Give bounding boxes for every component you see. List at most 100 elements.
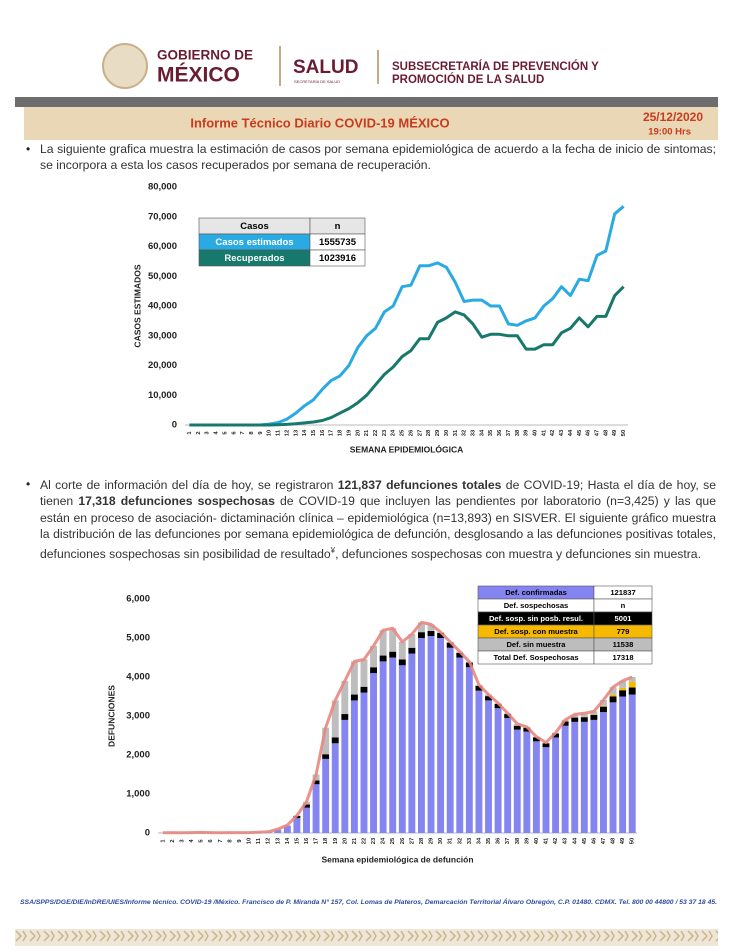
- x-tick-label: 24: [391, 429, 397, 436]
- y-tick-label: 4,000: [126, 672, 150, 683]
- bar-segment: [283, 825, 291, 833]
- x-tick-label: 18: [323, 837, 329, 844]
- text-run: 17,318 defunciones sospechosas: [78, 494, 275, 509]
- table-cell-text: Total Def. Sospechosas: [493, 653, 578, 662]
- bar-segment: [341, 680, 349, 715]
- y-tick-label: 6,000: [126, 594, 150, 605]
- bar-segment: [379, 630, 387, 656]
- bar-segment: [485, 696, 492, 701]
- bar-segment: [456, 652, 464, 658]
- bar-segment: [561, 725, 569, 833]
- text-run: La siguiente grafica muestra la estimaci…: [40, 142, 716, 172]
- table-cell-text: Def. sin muestra: [506, 640, 566, 649]
- salud-sub: SECRETARÍA DE SALUD: [294, 79, 340, 84]
- x-tick-label: 25: [400, 429, 406, 436]
- bar-segment: [437, 638, 445, 833]
- gov-line2: MÉXICO: [157, 64, 240, 87]
- x-tick-label: 44: [572, 837, 578, 844]
- bar-segment: [628, 694, 636, 833]
- bar-segment: [322, 758, 330, 833]
- bar-segment: [600, 706, 607, 713]
- decorative-strip: [15, 929, 718, 946]
- bar-segment: [446, 642, 454, 648]
- x-tick-label: 17: [329, 430, 335, 436]
- bar-segment: [619, 687, 627, 691]
- y-tick-label: 3,000: [126, 711, 150, 722]
- bar-segment: [571, 717, 579, 722]
- y-tick-label: 0: [145, 828, 150, 839]
- x-tick-label: 9: [237, 839, 243, 843]
- x-tick-label: 30: [438, 838, 444, 844]
- bar-segment: [504, 717, 512, 833]
- x-tick-label: 1: [187, 431, 193, 435]
- x-tick-label: 21: [364, 429, 370, 436]
- bar-segment: [370, 673, 377, 833]
- bar-segment: [600, 700, 607, 706]
- x-tick-label: 6: [231, 431, 237, 435]
- bar-segment: [293, 818, 301, 833]
- x-tick-label: 12: [284, 430, 290, 436]
- bar-segment: [580, 713, 588, 718]
- bar-segment: [590, 714, 598, 720]
- bar-segment: [350, 700, 358, 833]
- x-tick-label: 42: [550, 430, 556, 436]
- bullet: •: [26, 142, 31, 156]
- x-tick-label: 10: [247, 838, 253, 844]
- table-cell-text: Casos estimados: [215, 237, 293, 248]
- x-tick-label: 20: [342, 838, 348, 844]
- report-time: 19:00 Hrs: [648, 127, 691, 138]
- emblem: [102, 43, 148, 89]
- bar-segment: [379, 661, 387, 833]
- table-cell-text: Def. sosp. sin posb. resul.: [489, 614, 583, 623]
- bar-segment: [523, 731, 531, 833]
- bar-segment: [475, 685, 483, 691]
- x-tick-label: 20: [355, 430, 361, 436]
- x-tick-label: 26: [408, 429, 414, 436]
- bar-segment: [341, 714, 349, 720]
- y-tick-label: 10,000: [148, 390, 177, 401]
- y-axis-title: CASOS ESTIMADOS: [132, 264, 142, 347]
- bar-segment: [389, 657, 397, 833]
- bar-segment: [322, 727, 330, 755]
- x-tick-label: 17: [314, 838, 320, 844]
- x-tick-label: 1: [160, 839, 166, 843]
- bar-segment: [542, 743, 550, 748]
- x-tick-label: 38: [515, 837, 521, 844]
- x-tick-label: 2: [196, 431, 202, 434]
- x-tick-label: 31: [448, 837, 454, 844]
- x-tick-label: 22: [373, 430, 379, 436]
- table-cell-text: 779: [617, 627, 630, 636]
- bar-segment: [542, 747, 550, 833]
- header-bar: [15, 97, 718, 107]
- table-cell: [593, 650, 653, 665]
- x-tick-label: 18: [338, 429, 344, 436]
- y-tick-label: 30,000: [148, 330, 177, 341]
- x-tick-label: 3: [179, 839, 185, 843]
- table-cell-text: 17318: [612, 653, 633, 662]
- y-tick-label: 70,000: [148, 211, 177, 222]
- x-tick-label: 32: [462, 430, 468, 436]
- text-run: de COVID-19 que incluyen las pendientes …: [40, 494, 716, 561]
- text-run: ¥: [330, 545, 336, 555]
- bar-segment: [418, 638, 425, 833]
- x-tick-label: 26: [400, 837, 406, 844]
- bar-segment: [609, 687, 617, 695]
- x-tick-label: 32: [457, 838, 463, 844]
- x-tick-label: 5: [222, 431, 228, 435]
- x-tick-label: 49: [620, 837, 626, 844]
- bar-segment: [418, 622, 425, 633]
- y-tick-label: 60,000: [148, 241, 177, 252]
- x-tick-label: 14: [302, 429, 308, 436]
- bar-segment: [628, 687, 636, 695]
- bar-segment: [398, 641, 406, 660]
- bar-segment: [561, 721, 569, 726]
- bar-segment: [628, 677, 636, 682]
- bar-segment: [513, 729, 521, 833]
- bar-segment: [446, 647, 454, 833]
- bar-segment: [398, 659, 406, 666]
- bar-segment: [523, 727, 531, 732]
- bar-segment: [504, 714, 512, 718]
- x-tick-label: 35: [486, 837, 492, 844]
- x-tick-label: 36: [497, 429, 503, 436]
- x-tick-label: 47: [601, 838, 607, 844]
